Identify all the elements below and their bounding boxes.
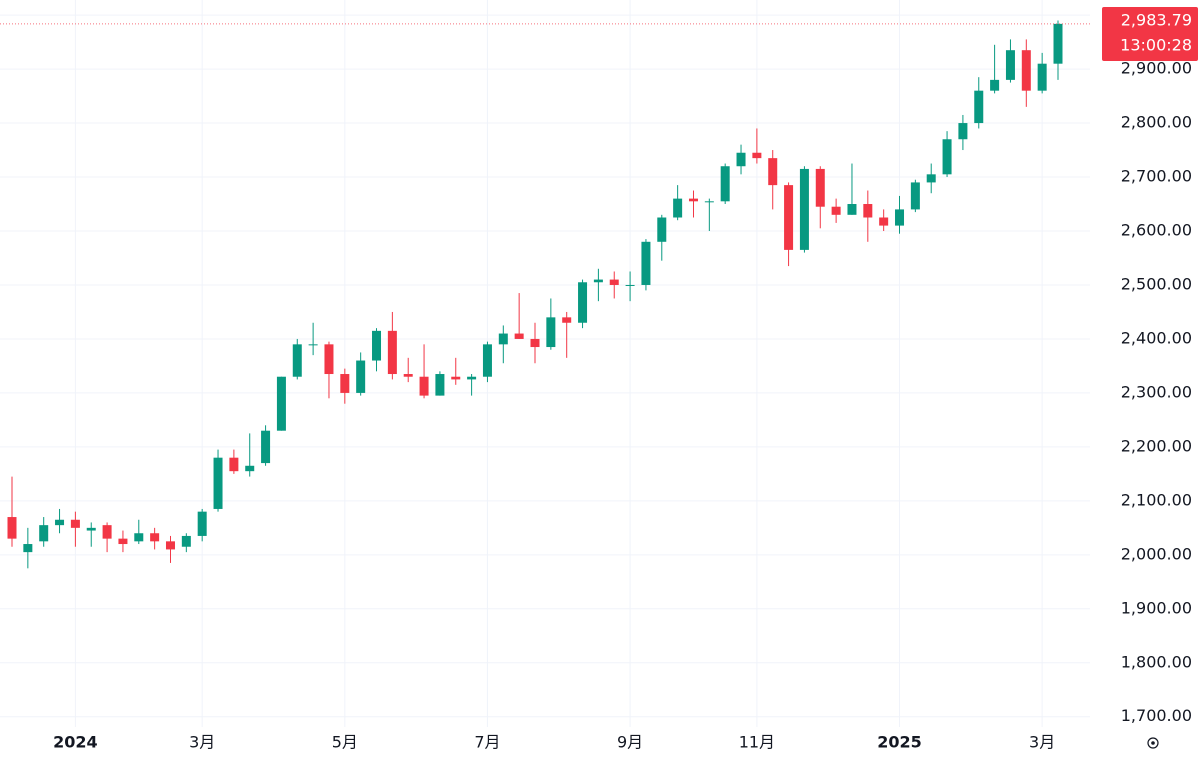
candle-body xyxy=(1005,50,1015,80)
candle-body xyxy=(23,544,33,553)
candle-body xyxy=(720,166,730,202)
candle-body xyxy=(958,123,968,140)
candle-body xyxy=(974,90,984,124)
candle-body xyxy=(895,209,905,226)
candle-body xyxy=(292,344,302,377)
candle-body xyxy=(213,457,223,509)
y-tick-label: 2,700.00 xyxy=(1121,167,1192,186)
candle-body xyxy=(562,317,572,323)
candle-body xyxy=(70,519,80,528)
candle-body xyxy=(55,519,65,526)
y-tick-label: 2,800.00 xyxy=(1121,113,1192,132)
candle-body xyxy=(831,206,841,215)
candle-body xyxy=(673,198,683,218)
candle-body xyxy=(403,374,413,377)
candle-body xyxy=(197,511,207,536)
candle-body xyxy=(435,374,445,396)
price-badge xyxy=(1102,7,1198,61)
candle-body xyxy=(482,344,492,377)
icon-dot xyxy=(1151,741,1155,745)
candle-body xyxy=(910,182,920,210)
candle-body xyxy=(245,465,255,472)
y-tick-label: 1,900.00 xyxy=(1121,598,1192,617)
candle-body xyxy=(118,538,128,545)
candle-body xyxy=(784,185,794,250)
candle-body xyxy=(356,360,366,393)
candle-body xyxy=(879,217,889,226)
candle-body xyxy=(451,376,461,380)
candle-body xyxy=(276,376,286,431)
candle-body xyxy=(1021,50,1031,91)
icon-ring xyxy=(1147,737,1159,749)
x-tick-label: 7月 xyxy=(474,733,500,752)
candle-body xyxy=(736,152,746,167)
x-tick-label: 3月 xyxy=(1029,733,1055,752)
candle-body xyxy=(625,284,635,286)
candle-body xyxy=(657,217,667,242)
y-tick-label: 1,800.00 xyxy=(1121,652,1192,671)
x-tick-label: 9月 xyxy=(617,733,643,752)
candle-body xyxy=(150,533,160,542)
candle-body xyxy=(942,139,952,175)
candle-body xyxy=(86,527,96,531)
y-tick-label: 2,000.00 xyxy=(1121,544,1192,563)
candle-body xyxy=(372,330,382,361)
last-price-label: 2,983.79 xyxy=(1121,11,1192,30)
candle-body xyxy=(102,525,112,539)
candle-body xyxy=(498,333,508,345)
candle-body xyxy=(467,376,477,380)
axes: 1,700.00 1,800.00 1,900.00 2,000.00 2,100.00… xyxy=(53,5,1198,752)
candle-body xyxy=(7,517,17,539)
candle-body xyxy=(181,535,191,547)
candle-body xyxy=(324,344,334,375)
candle-body xyxy=(990,79,1000,91)
candle-body xyxy=(530,338,540,348)
y-tick-label: 1,700.00 xyxy=(1121,706,1192,725)
y-tick-label: 2,300.00 xyxy=(1121,382,1192,401)
candle-body xyxy=(609,279,619,285)
candle-body xyxy=(340,374,350,393)
candle-body xyxy=(419,376,429,396)
settings-icon[interactable] xyxy=(1147,737,1159,749)
candle-body xyxy=(1037,63,1047,91)
candle-body xyxy=(546,317,556,348)
candle-body xyxy=(39,525,49,542)
x-tick-label: 3月 xyxy=(189,733,215,752)
candle-body xyxy=(514,333,524,339)
y-tick-label: 2,500.00 xyxy=(1121,274,1192,293)
y-tick-label: 2,200.00 xyxy=(1121,436,1192,455)
candles xyxy=(0,20,1090,569)
candle-body xyxy=(229,457,239,472)
x-tick-label: 2025 xyxy=(877,733,922,752)
candle-body xyxy=(165,541,175,550)
candle-body xyxy=(261,430,271,464)
y-tick-label: 2,400.00 xyxy=(1121,328,1192,347)
grid xyxy=(0,0,1090,727)
candle-body xyxy=(752,152,762,159)
candle-body xyxy=(688,198,698,202)
candle-body xyxy=(1053,23,1063,64)
candle-body xyxy=(308,344,318,346)
y-tick-label: 2,900.00 xyxy=(1121,59,1192,78)
y-tick-label: 2,600.00 xyxy=(1121,220,1192,239)
candle-body xyxy=(768,158,778,186)
y-tick-label: 2,100.00 xyxy=(1121,490,1192,509)
candle-body xyxy=(704,201,714,203)
candle-body xyxy=(815,168,825,207)
candle-body xyxy=(863,204,873,218)
candle-body xyxy=(578,282,588,323)
candle-body xyxy=(593,279,603,283)
candle-body xyxy=(387,330,397,375)
x-tick-label: 5月 xyxy=(332,733,358,752)
candle-body xyxy=(799,168,809,250)
x-tick-label: 11月 xyxy=(739,733,775,752)
x-tick-label: 2024 xyxy=(53,733,98,752)
countdown-label: 13:00:28 xyxy=(1120,36,1192,55)
candle-body xyxy=(641,241,651,285)
candle-body xyxy=(134,533,144,542)
candle-body xyxy=(847,204,857,215)
candle-body xyxy=(926,174,936,183)
